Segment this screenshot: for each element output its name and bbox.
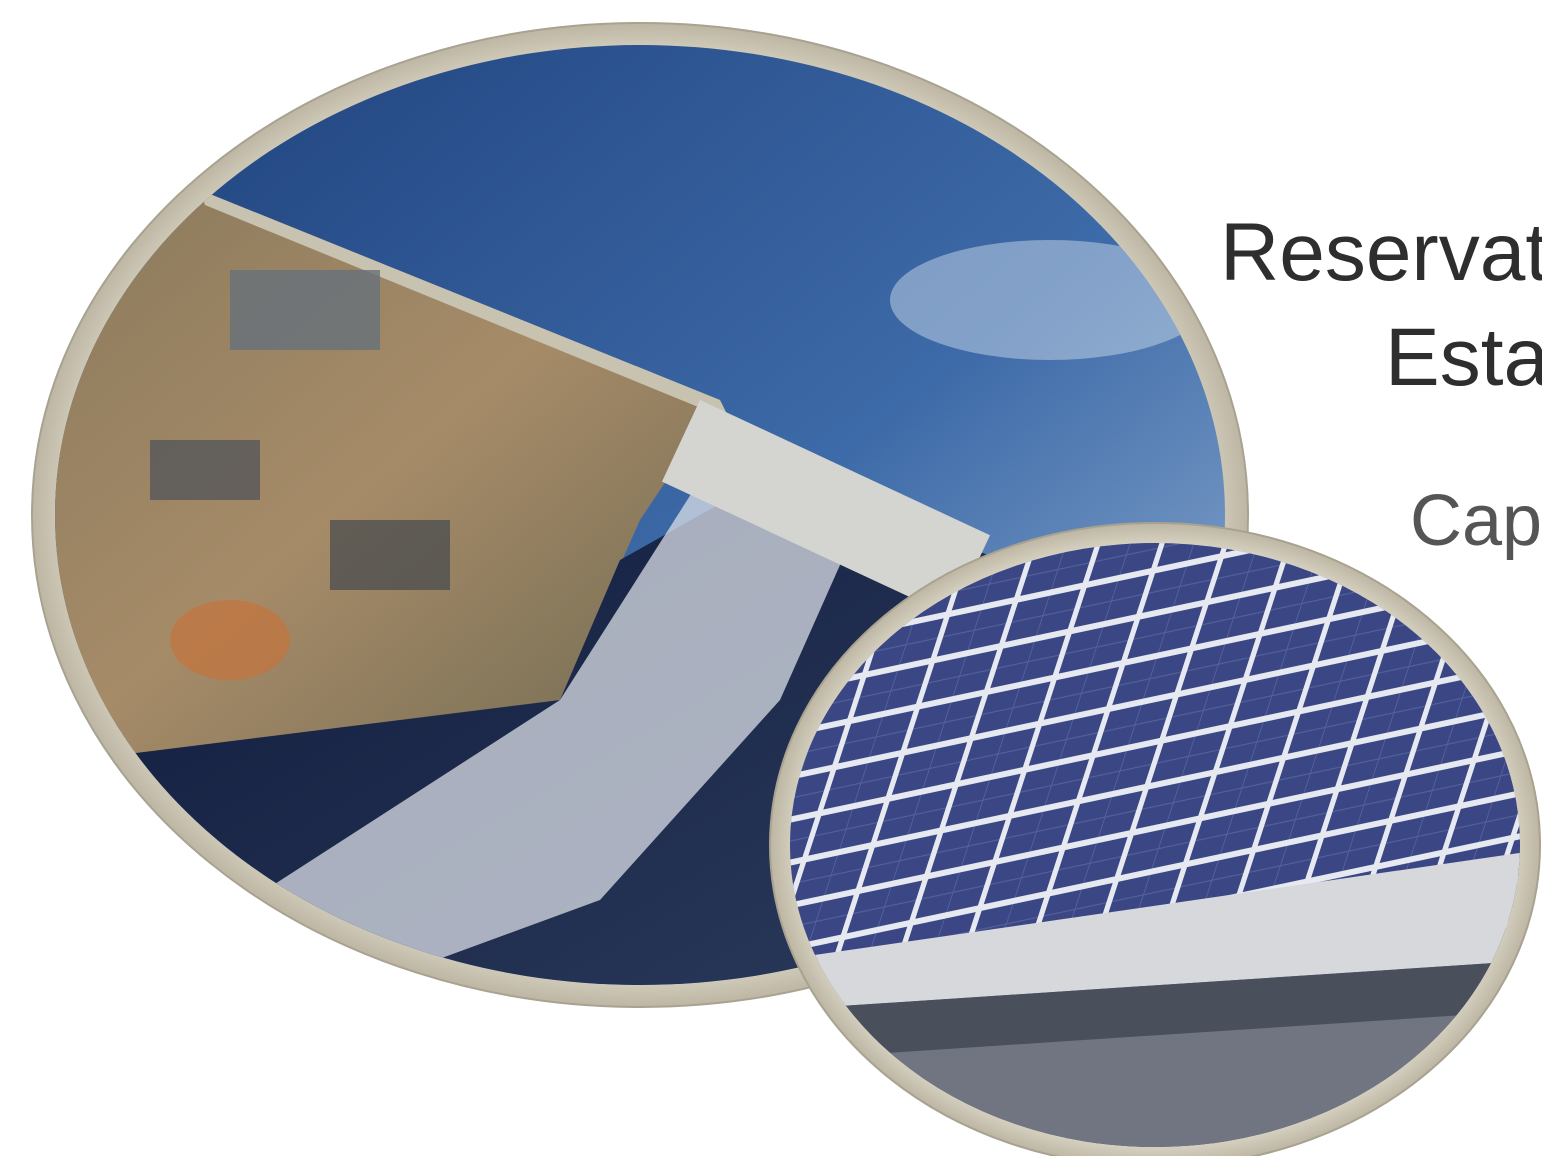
dam-photo: [31, 22, 1249, 1008]
title-line: Esta: [1385, 312, 1542, 403]
solar-photo: [769, 522, 1541, 1156]
subtitle: Cap: [1410, 481, 1542, 561]
title-line: Reservat: [1220, 207, 1542, 298]
